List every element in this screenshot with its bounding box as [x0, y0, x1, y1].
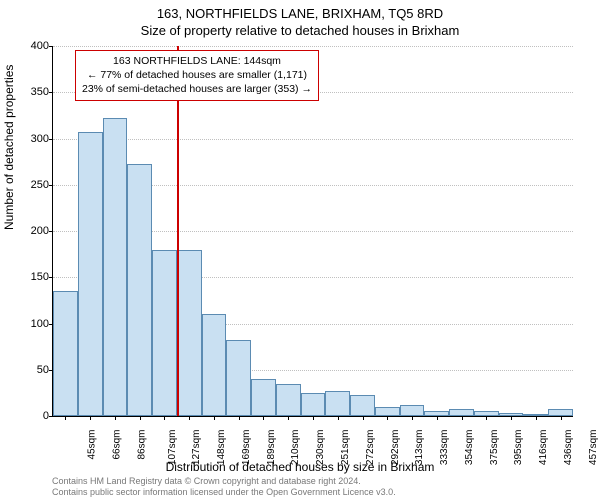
histogram-bar — [53, 291, 78, 416]
xtick-mark — [363, 416, 364, 420]
title-subtitle: Size of property relative to detached ho… — [0, 21, 600, 38]
histogram-bar — [325, 391, 350, 416]
histogram-bar — [449, 409, 474, 416]
ytick-label: 350 — [23, 86, 49, 98]
ytick-mark — [49, 46, 53, 47]
annotation-line3: 23% of semi-detached houses are larger (… — [82, 82, 312, 96]
histogram-bar — [202, 314, 227, 416]
xtick-mark — [115, 416, 116, 420]
histogram-bar — [548, 409, 573, 416]
histogram-bar — [226, 340, 251, 416]
chart-plot-area: 05010015020025030035040045sqm66sqm86sqm1… — [52, 46, 573, 417]
xtick-mark — [338, 416, 339, 420]
ytick-mark — [49, 185, 53, 186]
histogram-bar — [350, 395, 375, 416]
histogram-bar — [276, 384, 301, 416]
footer-line1: Contains HM Land Registry data © Crown c… — [52, 476, 396, 487]
footer-attribution: Contains HM Land Registry data © Crown c… — [52, 476, 396, 498]
ytick-mark — [49, 416, 53, 417]
ytick-label: 200 — [23, 225, 49, 237]
histogram-bar — [152, 250, 177, 417]
xtick-mark — [288, 416, 289, 420]
xtick-mark — [313, 416, 314, 420]
xtick-mark — [412, 416, 413, 420]
xtick-mark — [189, 416, 190, 420]
ytick-mark — [49, 139, 53, 140]
ytick-label: 100 — [23, 318, 49, 330]
reference-vline — [177, 46, 179, 416]
xtick-mark — [164, 416, 165, 420]
annotation-line2: ← 77% of detached houses are smaller (1,… — [82, 68, 312, 82]
histogram-bar — [78, 132, 103, 416]
y-axis-label: Number of detached properties — [2, 65, 16, 230]
annotation-line1: 163 NORTHFIELDS LANE: 144sqm — [82, 54, 312, 68]
xtick-mark — [462, 416, 463, 420]
histogram-bar — [375, 407, 400, 416]
histogram-bar — [127, 164, 152, 416]
xtick-label: 45sqm — [87, 430, 98, 460]
ytick-mark — [49, 92, 53, 93]
xtick-mark — [437, 416, 438, 420]
xtick-mark — [387, 416, 388, 420]
histogram-bar — [301, 393, 326, 416]
footer-line2: Contains public sector information licen… — [52, 487, 396, 498]
xtick-mark — [561, 416, 562, 420]
grid-line — [53, 139, 573, 140]
ytick-label: 400 — [23, 40, 49, 52]
xtick-label: 66sqm — [112, 430, 123, 460]
histogram-bar — [103, 118, 128, 416]
ytick-label: 0 — [23, 410, 49, 422]
histogram-bar — [177, 250, 202, 417]
ytick-label: 150 — [23, 271, 49, 283]
histogram-bar — [251, 379, 276, 416]
xtick-mark — [511, 416, 512, 420]
xtick-mark — [90, 416, 91, 420]
ytick-label: 300 — [23, 133, 49, 145]
xtick-mark — [486, 416, 487, 420]
x-axis-label: Distribution of detached houses by size … — [0, 460, 600, 474]
xtick-mark — [140, 416, 141, 420]
xtick-mark — [214, 416, 215, 420]
xtick-mark — [263, 416, 264, 420]
title-address: 163, NORTHFIELDS LANE, BRIXHAM, TQ5 8RD — [0, 0, 600, 21]
xtick-label: 86sqm — [136, 430, 147, 460]
xtick-mark — [536, 416, 537, 420]
ytick-label: 50 — [23, 364, 49, 376]
xtick-mark — [239, 416, 240, 420]
annotation-callout: 163 NORTHFIELDS LANE: 144sqm ← 77% of de… — [75, 50, 319, 101]
ytick-mark — [49, 277, 53, 278]
xtick-mark — [65, 416, 66, 420]
grid-line — [53, 46, 573, 47]
ytick-mark — [49, 231, 53, 232]
histogram-bar — [400, 405, 425, 416]
ytick-label: 250 — [23, 179, 49, 191]
